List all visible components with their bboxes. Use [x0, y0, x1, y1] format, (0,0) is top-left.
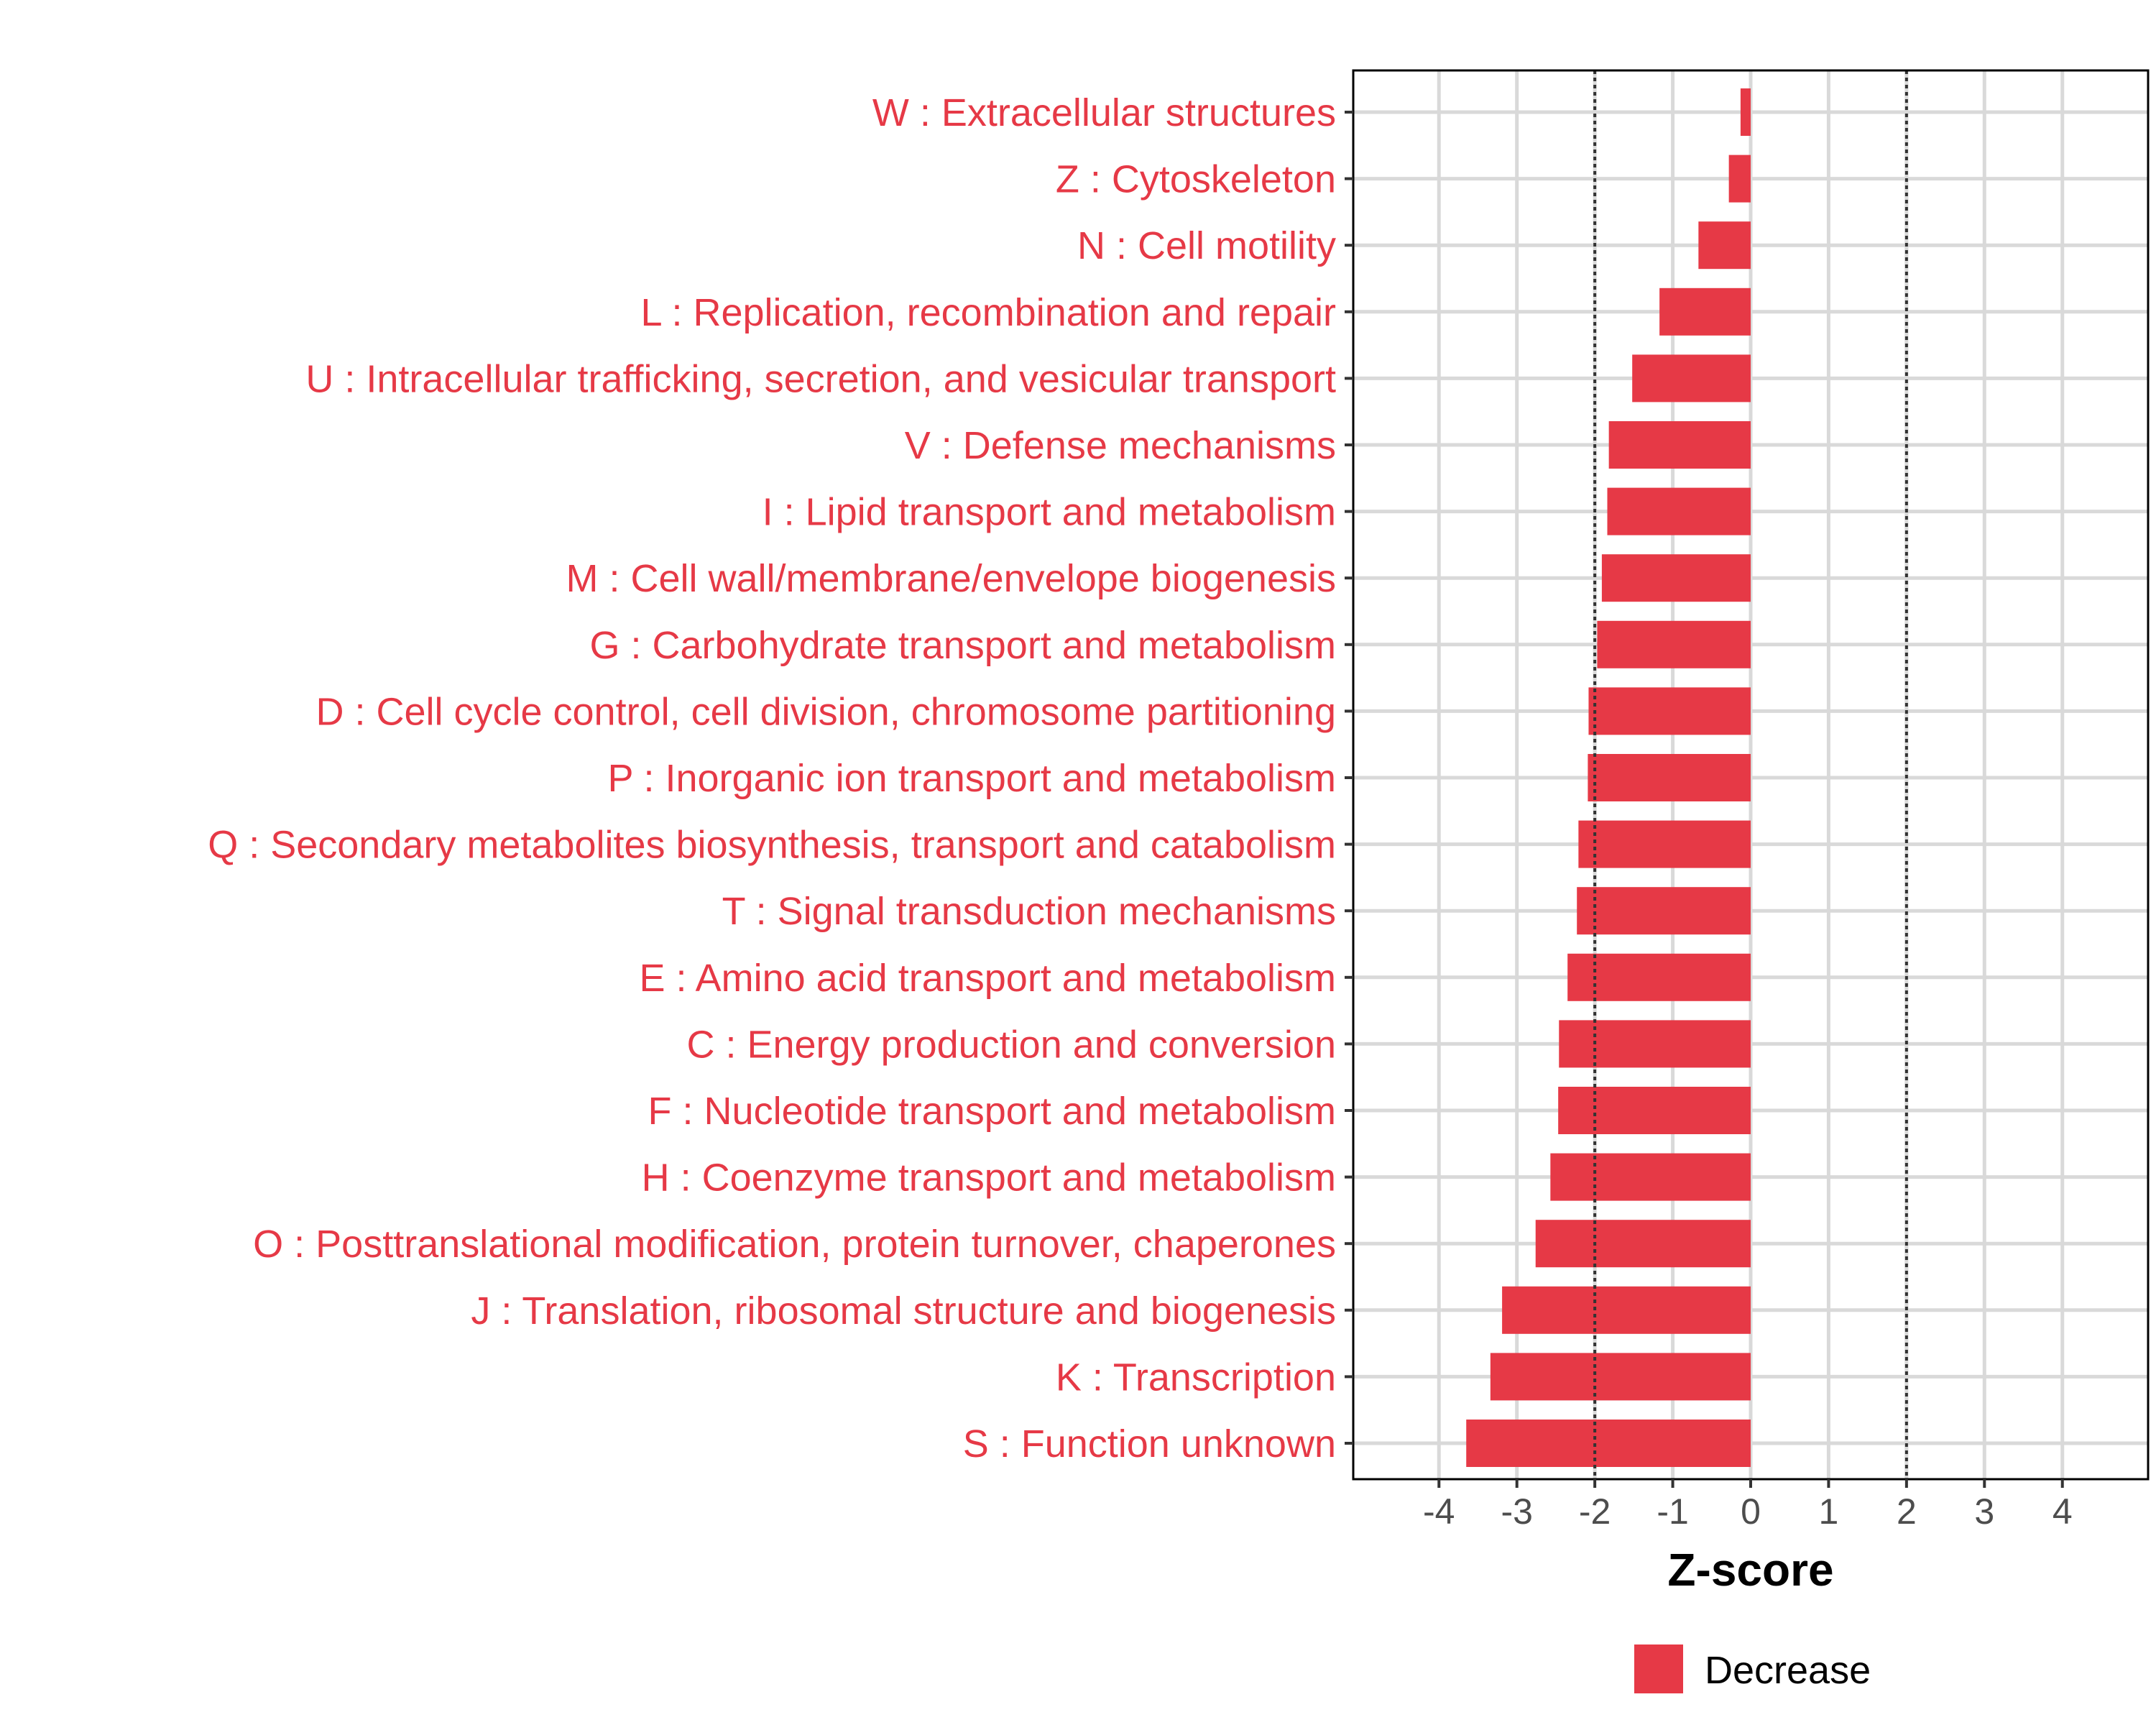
bar — [1632, 354, 1751, 402]
bar — [1740, 88, 1751, 136]
bar — [1559, 1020, 1751, 1068]
x-tick-label: -2 — [1579, 1491, 1611, 1532]
bar — [1608, 421, 1751, 469]
bar — [1502, 1286, 1751, 1334]
x-tick-label: -3 — [1501, 1491, 1532, 1532]
category-label: G : Carbohydrate transport and metabolis… — [590, 624, 1337, 667]
bar — [1728, 155, 1751, 203]
x-tick-label: 4 — [2053, 1491, 2073, 1532]
category-label: W : Extracellular structures — [872, 91, 1336, 134]
x-tick-label: -1 — [1657, 1491, 1688, 1532]
bar — [1588, 687, 1751, 735]
category-label: P : Inorganic ion transport and metaboli… — [607, 757, 1336, 800]
x-tick-label: 0 — [1741, 1491, 1761, 1532]
category-label: U : Intracellular trafficking, secretion… — [305, 357, 1336, 400]
category-label: L : Replication, recombination and repai… — [640, 291, 1336, 334]
y-axis: W : Extracellular structures Z : Cytoskel… — [208, 91, 1353, 1466]
bar — [1535, 1220, 1751, 1268]
bar — [1588, 754, 1751, 801]
x-tick-label: -4 — [1423, 1491, 1455, 1532]
legend: Decrease — [1634, 1644, 1871, 1693]
category-label: K : Transcription — [1056, 1356, 1336, 1399]
bar — [1607, 487, 1751, 535]
bar — [1578, 820, 1751, 868]
category-label: F : Nucleotide transport and metabolism — [648, 1090, 1336, 1133]
bar — [1567, 953, 1751, 1001]
legend-label: Decrease — [1705, 1649, 1871, 1692]
bar — [1577, 887, 1751, 935]
category-label: N : Cell motility — [1077, 224, 1336, 267]
bar — [1601, 554, 1751, 602]
bar — [1698, 221, 1751, 270]
category-label: E : Amino acid transport and metabolism — [640, 957, 1336, 1000]
x-tick-label: 1 — [1819, 1491, 1839, 1532]
x-tick-label: 3 — [1974, 1491, 1994, 1532]
legend-swatch — [1634, 1644, 1683, 1693]
category-label: S : Function unknown — [963, 1422, 1336, 1466]
category-label: D : Cell cycle control, cell division, c… — [315, 690, 1336, 733]
bar — [1550, 1153, 1751, 1201]
bar — [1597, 620, 1751, 668]
category-label: M : Cell wall/membrane/envelope biogenes… — [566, 557, 1336, 600]
category-label: V : Defense mechanisms — [905, 424, 1336, 467]
x-tick-label: 2 — [1897, 1491, 1917, 1532]
bar — [1659, 288, 1751, 336]
bar — [1466, 1420, 1751, 1467]
bar-layer — [1466, 88, 1751, 1467]
category-label: H : Coenzyme transport and metabolism — [642, 1156, 1336, 1200]
category-label: C : Energy production and conversion — [686, 1023, 1336, 1066]
x-axis: -4 -3 -2 -1 0 1 2 3 4 — [1423, 1479, 2073, 1532]
x-axis-title: Z-score — [1667, 1544, 1833, 1596]
category-label: J : Translation, ribosomal structure and… — [471, 1289, 1336, 1333]
category-label: T : Signal transduction mechanisms — [722, 890, 1336, 933]
category-label: Q : Secondary metabolites biosynthesis, … — [208, 824, 1336, 867]
category-label: Z : Cytoskeleton — [1056, 158, 1336, 201]
category-label: I : Lipid transport and metabolism — [763, 491, 1336, 534]
bar — [1490, 1353, 1751, 1401]
reference-lines — [1593, 70, 1908, 1479]
bar — [1558, 1087, 1751, 1134]
category-label: O : Posttranslational modification, prot… — [253, 1223, 1336, 1266]
